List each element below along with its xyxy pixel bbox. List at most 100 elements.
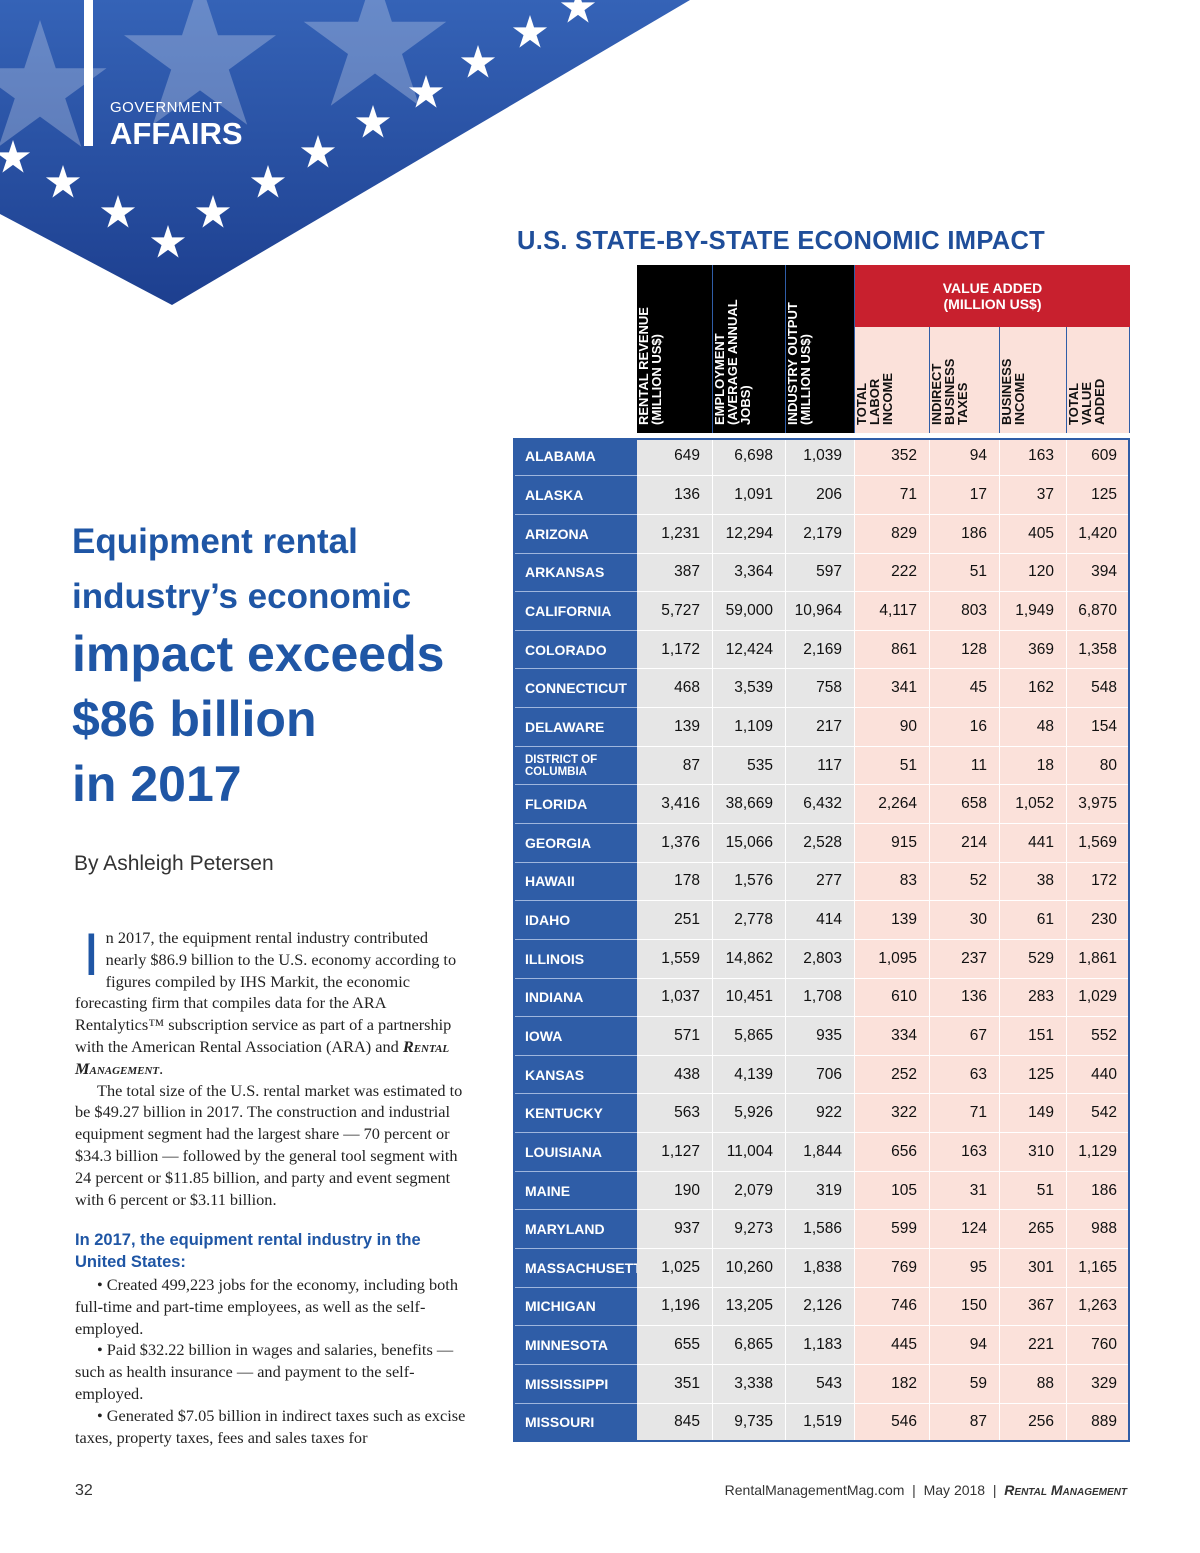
table-cell: 803 (930, 592, 1000, 631)
table-cell: 1,039 (786, 437, 855, 477)
text: Generated $7.05 billion in indirect taxe… (75, 1405, 466, 1447)
state-name: MICHIGAN (513, 1287, 637, 1327)
table-cell: 2,179 (786, 514, 855, 554)
bullet: • Generated $7.05 billion in indirect ta… (75, 1405, 466, 1447)
table-cell: 88 (1000, 1364, 1067, 1404)
table-cell: 6,865 (713, 1326, 786, 1365)
table-cell: 105 (855, 1171, 930, 1211)
banner (0, 0, 690, 305)
table-cell: 38 (1000, 862, 1067, 902)
state-name: ARKANSAS (513, 553, 637, 593)
state-name: DELAWARE (513, 708, 637, 747)
table-cell: 14,862 (713, 939, 786, 979)
table-cell: 95 (930, 1249, 1000, 1288)
text: Paid $32.22 billion in wages and salarie… (75, 1340, 454, 1403)
table-cell: 214 (930, 824, 1000, 863)
table-cell: 149 (1000, 1094, 1067, 1134)
table-cell: 746 (855, 1287, 930, 1327)
table-cell: 90 (855, 708, 930, 747)
table-cell: 535 (713, 746, 786, 786)
table-cell: 758 (786, 669, 855, 709)
table-cell: 124 (930, 1210, 1000, 1250)
table-cell: 67 (930, 1017, 1000, 1056)
table-cell: 760 (1067, 1326, 1130, 1365)
table-cell: 1,844 (786, 1133, 855, 1172)
table-cell: 18 (1000, 746, 1067, 786)
table-cell: 3,364 (713, 553, 786, 593)
table-cell: 10,260 (713, 1249, 786, 1288)
table-cell: 256 (1000, 1403, 1067, 1443)
table-cell: 655 (637, 1326, 713, 1365)
table-cell: 221 (1000, 1326, 1067, 1365)
headline: industry’s economic (72, 577, 412, 616)
table-cell: 468 (637, 669, 713, 709)
table-cell: 48 (1000, 708, 1067, 747)
headline: impact exceeds (72, 626, 445, 682)
table-cell: 1,183 (786, 1326, 855, 1365)
state-name: DISTRICT OF COLUMBIA (513, 746, 637, 786)
text: Rental Management (75, 1036, 450, 1078)
table-cell: 829 (855, 514, 930, 554)
table-cell: 277 (786, 862, 855, 902)
table-cell: 658 (930, 785, 1000, 824)
table-cell: 329 (1067, 1364, 1130, 1404)
table-cell: 1,358 (1067, 630, 1130, 670)
table-cell: 1,861 (1067, 939, 1130, 979)
table-cell: 71 (855, 476, 930, 515)
table-cell: 13,205 (713, 1287, 786, 1327)
table-cell: 5,865 (713, 1017, 786, 1056)
column-header-line: TAXES (955, 382, 970, 425)
table-cell: 4,117 (855, 592, 930, 631)
table-cell: 3,416 (637, 785, 713, 824)
table-cell: 94 (930, 1326, 1000, 1365)
state-name: CALIFORNIA (513, 592, 637, 631)
table-cell: 546 (855, 1403, 930, 1443)
table-cell: 251 (637, 901, 713, 940)
table-cell: 10,964 (786, 592, 855, 631)
column-header-line: INCOME (880, 373, 895, 425)
table-cell: 9,735 (713, 1403, 786, 1443)
table-cell: 283 (1000, 978, 1067, 1018)
table-cell: 16 (930, 708, 1000, 747)
table-cell: 222 (855, 553, 930, 593)
table-cell: 610 (855, 978, 930, 1018)
table-cell: 1,037 (637, 978, 713, 1018)
table-cell: 217 (786, 708, 855, 747)
footer-text: RentalManagementMag.com | May 2018 | Ren… (724, 1482, 1127, 1498)
table-cell: 150 (930, 1287, 1000, 1327)
subhead: In 2017, the equipment rental industry i… (75, 1231, 421, 1272)
column-header-line: JOBS) (738, 385, 753, 425)
table-cell: 15,066 (713, 824, 786, 863)
table-cell: 11 (930, 746, 1000, 786)
table-cell: 935 (786, 1017, 855, 1056)
state-name: FLORIDA (513, 785, 637, 824)
state-name: MINNESOTA (513, 1326, 637, 1365)
table-cell: 656 (855, 1133, 930, 1172)
state-name: GEORGIA (513, 824, 637, 863)
table-cell: 1,196 (637, 1287, 713, 1327)
table-cell: 2,126 (786, 1287, 855, 1327)
table-cell: 441 (1000, 824, 1067, 863)
table-cell: 769 (855, 1249, 930, 1288)
table-cell: 163 (930, 1133, 1000, 1172)
table-cell: 30 (930, 901, 1000, 940)
table-cell: 922 (786, 1094, 855, 1134)
table-cell: 120 (1000, 553, 1067, 593)
state-name: ARIZONA (513, 514, 637, 554)
table-cell: 1,127 (637, 1133, 713, 1172)
table-cell: 125 (1000, 1055, 1067, 1095)
group-header: VALUE ADDED (MILLION US$) (855, 265, 1130, 327)
table-cell: 178 (637, 862, 713, 902)
site: RentalManagementMag.com (724, 1482, 905, 1498)
table-cell: 571 (637, 1017, 713, 1056)
state-name: MISSOURI (513, 1403, 637, 1443)
table-cell: 649 (637, 437, 713, 477)
text: Created 499,223 jobs for the economy, in… (75, 1274, 458, 1338)
state-name: LOUISIANA (513, 1133, 637, 1172)
table-cell: 162 (1000, 669, 1067, 709)
table-cell: 6,698 (713, 437, 786, 477)
text: . (159, 1058, 164, 1078)
table-cell: 154 (1067, 708, 1130, 747)
